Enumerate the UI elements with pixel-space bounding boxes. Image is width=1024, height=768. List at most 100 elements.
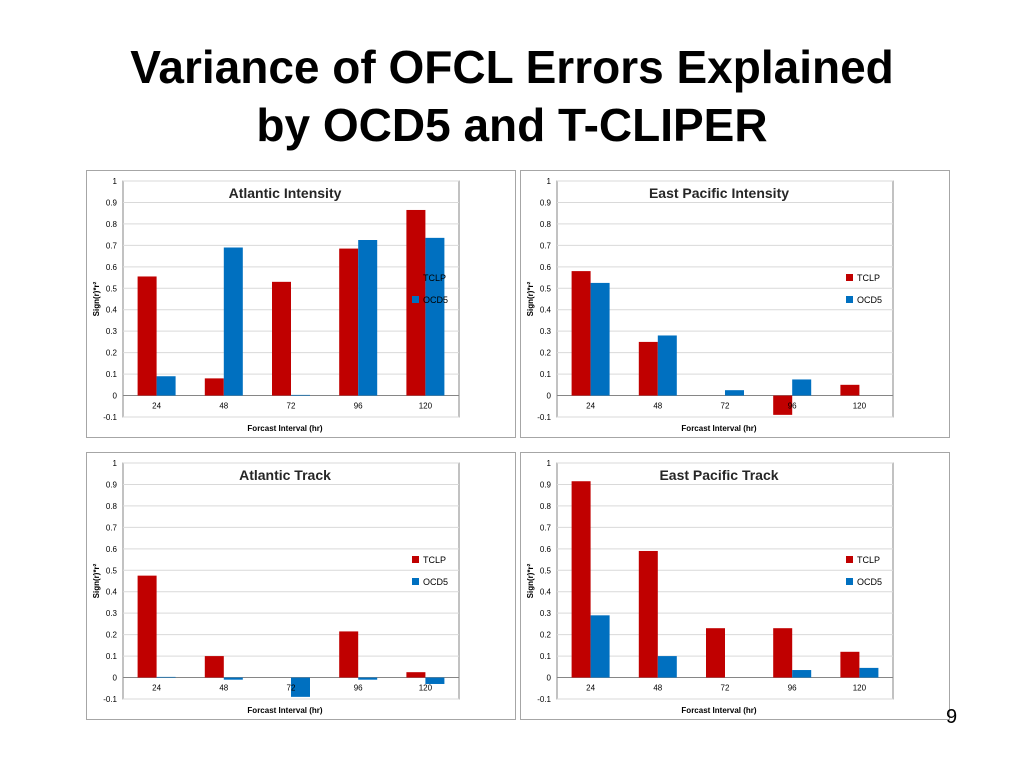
slide-title-line-1: Variance of OFCL Errors Explained [130, 41, 894, 93]
y-tick-label: 0.8 [540, 502, 552, 511]
y-tick-label: 0.2 [540, 631, 552, 640]
y-tick-label: 0.3 [540, 609, 552, 618]
x-tick-label: 24 [152, 684, 161, 693]
y-tick-label: 0.6 [540, 545, 552, 554]
bar-tclp-48 [638, 550, 658, 678]
y-tick-label: 0.7 [540, 523, 552, 532]
x-tick-label: 120 [853, 684, 867, 693]
bar-tclp-24 [137, 276, 157, 396]
bar-ocd5-96 [792, 670, 812, 678]
y-tick-label: 0.3 [106, 327, 118, 336]
bar-tclp-120 [840, 651, 860, 678]
x-tick-label: 96 [354, 684, 363, 693]
y-tick-label: 0.5 [106, 284, 118, 293]
x-tick-label: 72 [287, 684, 296, 693]
x-tick-label: 24 [586, 402, 595, 411]
x-axis-title: Forcast Interval (hr) [247, 424, 322, 433]
y-tick-label: 0.8 [106, 502, 118, 511]
legend-swatch-ocd5 [412, 296, 419, 303]
bar-ocd5-24 [590, 282, 610, 396]
chart-title: East Pacific Intensity [649, 185, 789, 201]
y-tick-label: 0.1 [106, 370, 118, 379]
bar-ocd5-24 [156, 676, 176, 678]
x-tick-label: 96 [788, 684, 797, 693]
bar-ocd5-120 [425, 677, 445, 684]
y-tick-label: 0.9 [106, 480, 118, 489]
bar-tclp-96 [773, 395, 793, 415]
legend-label-ocd5: OCD5 [423, 577, 448, 587]
y-tick-label: -0.1 [537, 695, 551, 704]
y-axis-title: Sign(r)*r² [92, 281, 101, 316]
y-tick-label: 1 [113, 177, 118, 186]
y-tick-label: 0 [547, 392, 552, 401]
y-tick-label: 0.9 [106, 198, 118, 207]
legend-label-ocd5: OCD5 [423, 295, 448, 305]
bar-ocd5-120 [425, 237, 445, 396]
bar-tclp-48 [638, 341, 658, 396]
y-tick-label: 0 [113, 674, 118, 683]
legend-swatch-tclp [412, 274, 419, 281]
y-tick-label: 0.1 [540, 370, 552, 379]
y-tick-label: 0.6 [540, 263, 552, 272]
x-tick-label: 48 [653, 684, 662, 693]
legend-label-tclp: TCLP [423, 273, 446, 283]
bar-tclp-24 [571, 481, 591, 678]
y-tick-label: 0.1 [540, 652, 552, 661]
legend-label-ocd5: OCD5 [857, 295, 882, 305]
chart-east-pacific-track: -0.1 0 0.1 0.2 0.3 0.4 0.5 0.6 0.7 0.8 0.9 1 24 48 72 9… [520, 452, 950, 720]
bar-tclp-24 [571, 271, 591, 396]
bar-tclp-96 [339, 631, 359, 678]
x-tick-label: 72 [287, 402, 296, 411]
chart-title: Atlantic Intensity [229, 185, 342, 201]
x-tick-label: 96 [354, 402, 363, 411]
x-tick-label: 24 [152, 402, 161, 411]
chart-title: East Pacific Track [659, 467, 778, 483]
slide-title-line-2: by OCD5 and T-CLIPER [256, 99, 768, 151]
chart-svg: -0.1 0 0.1 0.2 0.3 0.4 0.5 0.6 0.7 0.8 0.9 1 24 48 72 9… [92, 459, 460, 715]
bar-ocd5-48 [223, 677, 243, 680]
legend-swatch-ocd5 [846, 578, 853, 585]
bar-ocd5-24 [156, 376, 176, 396]
bar-ocd5-48 [657, 335, 677, 396]
bar-ocd5-72 [725, 390, 744, 396]
y-tick-label: 0.7 [540, 241, 552, 250]
plot-area [122, 462, 460, 700]
y-tick-label: 0.3 [106, 609, 118, 618]
bar-ocd5-96 [358, 677, 378, 680]
y-tick-label: 0.7 [106, 241, 118, 250]
bar-ocd5-48 [223, 247, 243, 396]
x-tick-label: 120 [853, 402, 867, 411]
chart-svg: -0.1 0 0.1 0.2 0.3 0.4 0.5 0.6 0.7 0.8 0.9 1 24 48 72 9… [92, 177, 460, 433]
bar-tclp-96 [339, 248, 359, 396]
y-tick-label: 0.6 [106, 545, 118, 554]
y-tick-label: 1 [547, 177, 552, 186]
y-tick-label: 0.5 [106, 566, 118, 575]
bar-tclp-72 [706, 628, 725, 678]
legend-label-tclp: TCLP [423, 555, 446, 565]
y-tick-label: 0.2 [540, 349, 552, 358]
y-tick-label: 0 [113, 392, 118, 401]
bar-tclp-72 [272, 281, 291, 396]
bar-ocd5-96 [792, 379, 812, 396]
y-tick-label: 0 [547, 674, 552, 683]
chart-title: Atlantic Track [239, 467, 331, 483]
x-tick-label: 48 [653, 402, 662, 411]
y-tick-label: 0.6 [106, 263, 118, 272]
y-tick-label: 1 [547, 459, 552, 468]
y-tick-label: 0.4 [106, 588, 118, 597]
y-tick-label: 0.1 [106, 652, 118, 661]
bar-tclp-120 [840, 384, 860, 396]
legend-swatch-ocd5 [412, 578, 419, 585]
legend-label-tclp: TCLP [857, 273, 880, 283]
y-axis-title: Sign(r)*r² [92, 563, 101, 598]
bar-ocd5-96 [358, 240, 378, 396]
y-tick-label: 1 [113, 459, 118, 468]
y-tick-label: 0.3 [540, 327, 552, 336]
bar-ocd5-24 [590, 615, 610, 678]
bar-ocd5-72 [291, 394, 310, 396]
chart-atlantic-intensity: -0.1 0 0.1 0.2 0.3 0.4 0.5 0.6 0.7 0.8 0.9 1 24 48 72 9… [86, 170, 516, 438]
x-tick-label: 48 [219, 684, 228, 693]
bar-tclp-120 [406, 672, 426, 678]
x-tick-label: 72 [721, 402, 730, 411]
bar-tclp-96 [773, 628, 793, 678]
